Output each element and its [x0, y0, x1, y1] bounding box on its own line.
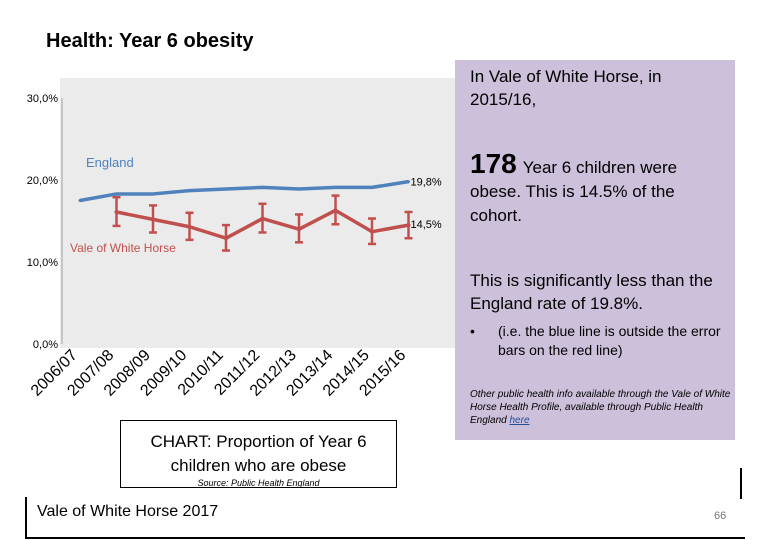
vale-data-point — [187, 224, 192, 229]
footer-text: Vale of White Horse 2017 — [37, 503, 219, 520]
england-data-point — [115, 192, 118, 196]
y-tick-label: 10,0% — [27, 257, 58, 269]
england-data-point — [407, 180, 410, 184]
vale-data-point — [260, 216, 265, 221]
footer-divider — [740, 468, 742, 499]
england-data-point — [78, 199, 82, 202]
y-tick-label: 30,0% — [27, 93, 58, 105]
vale-data-point — [151, 217, 155, 222]
vale-data-point — [370, 229, 374, 234]
england-end-value-label: 19,8% — [411, 177, 442, 189]
england-data-point — [224, 187, 228, 191]
page-title: Health: Year 6 obesity — [46, 30, 254, 52]
page-number: 66 — [714, 510, 727, 522]
obesity-line-chart: 0,0%10,0%20,0%30,0%2006/072007/082008/09… — [27, 93, 442, 400]
england-data-point — [297, 187, 301, 191]
obese-count-text: Year 6 children were obese. This is 14.5… — [470, 158, 678, 225]
bullet-marker: • — [470, 323, 475, 339]
england-data-point — [151, 192, 155, 196]
vale-data-point — [297, 227, 301, 232]
footer-frame — [25, 497, 745, 539]
england-data-point — [188, 189, 191, 193]
y-tick-label: 0,0% — [33, 339, 58, 351]
chart-caption-box: CHART: Proportion of Year 6 children who… — [120, 420, 397, 488]
info-note: Other public health info available throu… — [470, 388, 732, 427]
panel-count-block: 178 Year 6 children were obese. This is 1… — [470, 150, 730, 228]
vale-data-point — [224, 236, 228, 241]
significance-text: This is significantly less than the Engl… — [470, 271, 713, 313]
bullet-text: (i.e. the blue line is outside the error… — [498, 323, 721, 358]
obese-count: 178 — [470, 148, 517, 179]
england-series-label: England — [86, 155, 134, 170]
england-data-point — [370, 185, 374, 189]
vale-data-point — [333, 208, 338, 213]
england-series-line — [79, 179, 409, 203]
info-note-text: Other public health info available throu… — [470, 389, 731, 426]
vale-end-value-label: 14,5% — [411, 219, 442, 231]
chart-source: Source: Public Health England — [197, 478, 320, 488]
chart-caption: CHART: Proportion of Year 6 children who… — [150, 432, 367, 475]
england-data-point — [334, 185, 337, 189]
y-tick-label: 20,0% — [27, 175, 58, 187]
vale-data-point — [406, 223, 411, 228]
info-panel: In Vale of White Horse, in 2015/16, 178 Y… — [455, 60, 735, 440]
panel-intro: In Vale of White Horse, in 2015/16, — [470, 67, 662, 109]
here-link[interactable]: here — [509, 415, 530, 426]
bullet-item: • (i.e. the blue line is outside the err… — [470, 322, 730, 360]
vale-data-point — [114, 209, 119, 214]
england-data-point — [261, 185, 264, 189]
vale-series-label: Vale of White Horse — [70, 241, 176, 255]
